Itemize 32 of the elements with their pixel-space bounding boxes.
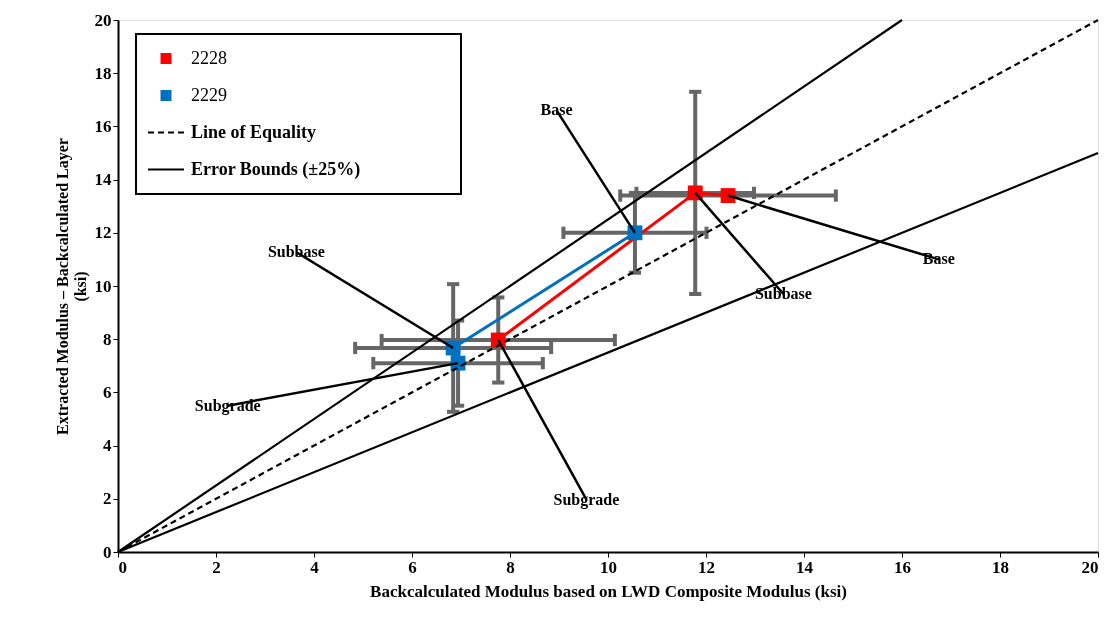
legend-label: Error Bounds (±25%) bbox=[191, 158, 361, 180]
x-tick-label: 12 bbox=[698, 557, 715, 577]
x-tick-label: 20 bbox=[1081, 557, 1099, 577]
y-tick-label: 18 bbox=[94, 63, 112, 83]
y-tick-label: 0 bbox=[103, 542, 112, 562]
x-tick-label: 10 bbox=[600, 557, 617, 577]
x-tick-label: 6 bbox=[408, 557, 417, 577]
y-tick-label: 10 bbox=[94, 276, 112, 296]
x-axis-title: Backcalculated Modulus based on LWD Composite Modulus (ksi) bbox=[370, 581, 847, 601]
y-tick-label: 4 bbox=[103, 436, 112, 456]
x-tick-label: 2 bbox=[212, 557, 221, 577]
legend-label: Line of Equality bbox=[191, 121, 317, 142]
annotation: Subbase bbox=[754, 284, 812, 302]
annotation: Base bbox=[540, 101, 573, 119]
y-tick-label: 14 bbox=[94, 170, 112, 190]
y-tick-label: 8 bbox=[103, 329, 112, 349]
annotation: Subgrade bbox=[553, 490, 620, 509]
x-tick-label: 18 bbox=[992, 557, 1009, 577]
x-tick-label: 0 bbox=[118, 557, 127, 577]
y-tick-label: 20 bbox=[94, 10, 112, 30]
x-tick-label: 14 bbox=[796, 557, 814, 577]
y-tick-label: 12 bbox=[94, 223, 112, 243]
legend-label: 2228 bbox=[191, 47, 227, 68]
x-tick-label: 8 bbox=[506, 557, 515, 577]
y-tick-label: 6 bbox=[103, 382, 112, 402]
legend-label: 2229 bbox=[191, 84, 227, 105]
y-tick-label: 16 bbox=[94, 116, 112, 136]
annotation: Subbase bbox=[267, 243, 325, 261]
y-tick-label: 2 bbox=[103, 489, 112, 509]
x-tick-label: 16 bbox=[894, 557, 911, 577]
y-axis-title: Extracted Modulus – Backcalculated Layer (ksi) bbox=[53, 138, 90, 435]
x-tick-label: 4 bbox=[310, 557, 320, 577]
